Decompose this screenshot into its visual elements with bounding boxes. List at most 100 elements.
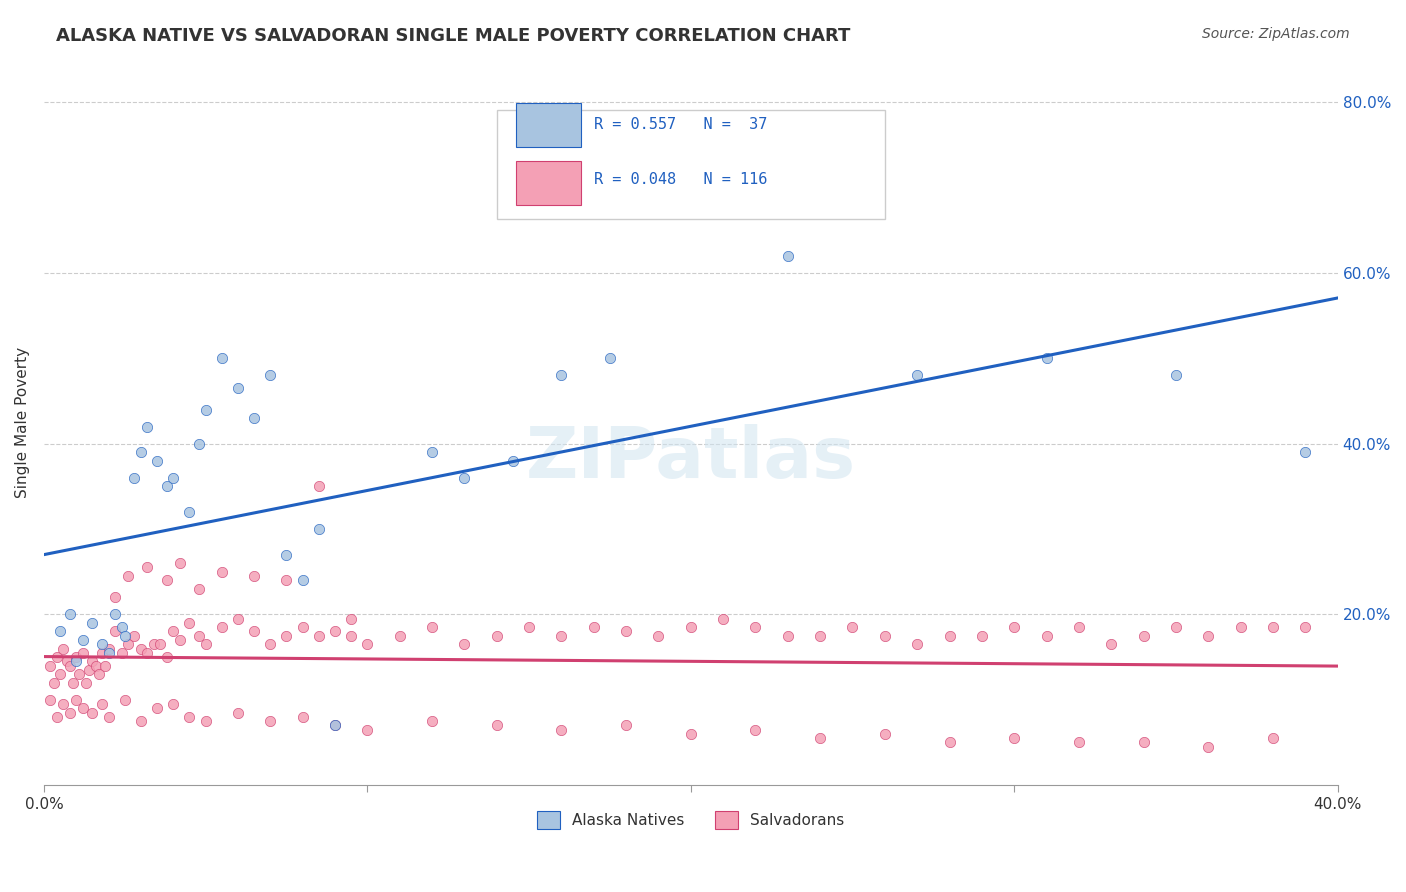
Point	[69, 667, 91, 681]
Point	[340, 612, 363, 626]
Point	[938, 735, 960, 749]
Point	[169, 632, 191, 647]
Point	[124, 471, 146, 485]
Point	[59, 658, 82, 673]
Point	[124, 629, 146, 643]
Point	[72, 646, 94, 660]
Point	[59, 706, 82, 720]
Point	[142, 637, 165, 651]
Point	[129, 714, 152, 728]
Point	[1164, 368, 1187, 383]
Point	[291, 620, 314, 634]
Point	[226, 381, 249, 395]
Point	[614, 718, 637, 732]
Point	[1035, 629, 1057, 643]
Text: Source: ZipAtlas.com: Source: ZipAtlas.com	[1202, 27, 1350, 41]
Point	[146, 454, 169, 468]
Point	[1132, 735, 1154, 749]
Point	[550, 629, 572, 643]
Point	[259, 368, 281, 383]
Point	[179, 505, 201, 519]
Point	[1035, 351, 1057, 366]
Point	[744, 723, 766, 737]
Point	[136, 419, 159, 434]
Point	[97, 641, 120, 656]
Point	[179, 615, 201, 630]
Point	[453, 471, 475, 485]
Point	[744, 620, 766, 634]
Point	[45, 710, 67, 724]
Point	[550, 368, 572, 383]
Point	[188, 436, 211, 450]
Point	[52, 697, 75, 711]
Point	[104, 624, 127, 639]
Point	[1164, 620, 1187, 634]
Point	[308, 479, 330, 493]
Point	[114, 692, 136, 706]
Point	[136, 646, 159, 660]
Point	[1261, 731, 1284, 746]
Point	[485, 718, 508, 732]
Point	[323, 718, 346, 732]
Point	[905, 637, 928, 651]
Point	[420, 620, 443, 634]
Point	[517, 620, 540, 634]
Point	[679, 727, 702, 741]
FancyBboxPatch shape	[496, 111, 884, 219]
Point	[84, 658, 107, 673]
Point	[226, 612, 249, 626]
Point	[243, 411, 266, 425]
Point	[420, 714, 443, 728]
Point	[276, 629, 298, 643]
Point	[129, 641, 152, 656]
Point	[1197, 629, 1219, 643]
Point	[149, 637, 172, 651]
Point	[582, 620, 605, 634]
Point	[188, 582, 211, 596]
Point	[77, 663, 100, 677]
Point	[91, 646, 114, 660]
Point	[169, 556, 191, 570]
Point	[194, 402, 217, 417]
Point	[323, 624, 346, 639]
Point	[62, 675, 84, 690]
Point	[291, 710, 314, 724]
Point	[259, 637, 281, 651]
Point	[1132, 629, 1154, 643]
Point	[87, 667, 110, 681]
Point	[55, 654, 77, 668]
Point	[1099, 637, 1122, 651]
Point	[82, 654, 104, 668]
Point	[1294, 620, 1316, 634]
Point	[308, 629, 330, 643]
Point	[356, 723, 378, 737]
Point	[873, 727, 896, 741]
Point	[104, 591, 127, 605]
Point	[179, 710, 201, 724]
Point	[82, 615, 104, 630]
Point	[808, 629, 831, 643]
Point	[117, 569, 139, 583]
Point	[614, 624, 637, 639]
Point	[49, 624, 72, 639]
Point	[104, 607, 127, 622]
Point	[194, 714, 217, 728]
Point	[65, 654, 87, 668]
Point	[94, 658, 117, 673]
Point	[136, 560, 159, 574]
Point	[841, 620, 863, 634]
Point	[308, 522, 330, 536]
Point	[1067, 735, 1090, 749]
Point	[679, 620, 702, 634]
Point	[776, 249, 799, 263]
Point	[162, 471, 184, 485]
Point	[485, 629, 508, 643]
Point	[808, 731, 831, 746]
Text: R = 0.557   N =  37: R = 0.557 N = 37	[593, 118, 768, 132]
Point	[211, 351, 233, 366]
Point	[1002, 731, 1025, 746]
Point	[45, 650, 67, 665]
Point	[65, 692, 87, 706]
Point	[97, 710, 120, 724]
Point	[340, 629, 363, 643]
